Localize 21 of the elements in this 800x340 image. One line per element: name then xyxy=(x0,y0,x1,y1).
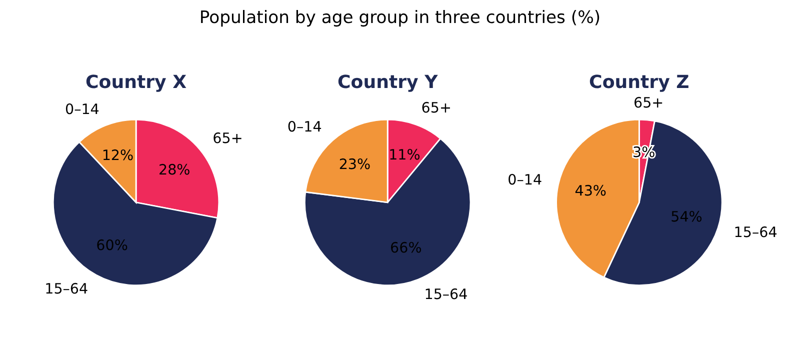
data-label: 60% xyxy=(96,238,128,254)
slice-label: 15–64 xyxy=(44,281,88,298)
data-label: 23% xyxy=(338,156,371,173)
slice-label: 0–14 xyxy=(508,172,542,189)
slice-label: 0–14 xyxy=(65,102,100,118)
data-label: 11% xyxy=(388,148,420,164)
data-label: 66% xyxy=(390,240,422,257)
chart-title: Country Y xyxy=(337,72,439,94)
chart-title: Country Z xyxy=(589,72,690,94)
data-label: 54% xyxy=(670,210,702,226)
data-label: 28% xyxy=(158,162,190,179)
text: Population by age group in three countries (%) xyxy=(199,8,601,28)
data-label: 43% xyxy=(574,183,607,200)
slice-label: 15–64 xyxy=(734,225,778,242)
slice-label: 65+ xyxy=(421,100,452,117)
slice-label: 65+ xyxy=(212,130,243,147)
chart-title: Country X xyxy=(85,72,187,94)
slice-label: 65+ xyxy=(633,95,664,112)
slice-label: 15–64 xyxy=(424,286,468,303)
data-label: 12% xyxy=(102,148,134,164)
slice-label: 0–14 xyxy=(287,120,322,136)
